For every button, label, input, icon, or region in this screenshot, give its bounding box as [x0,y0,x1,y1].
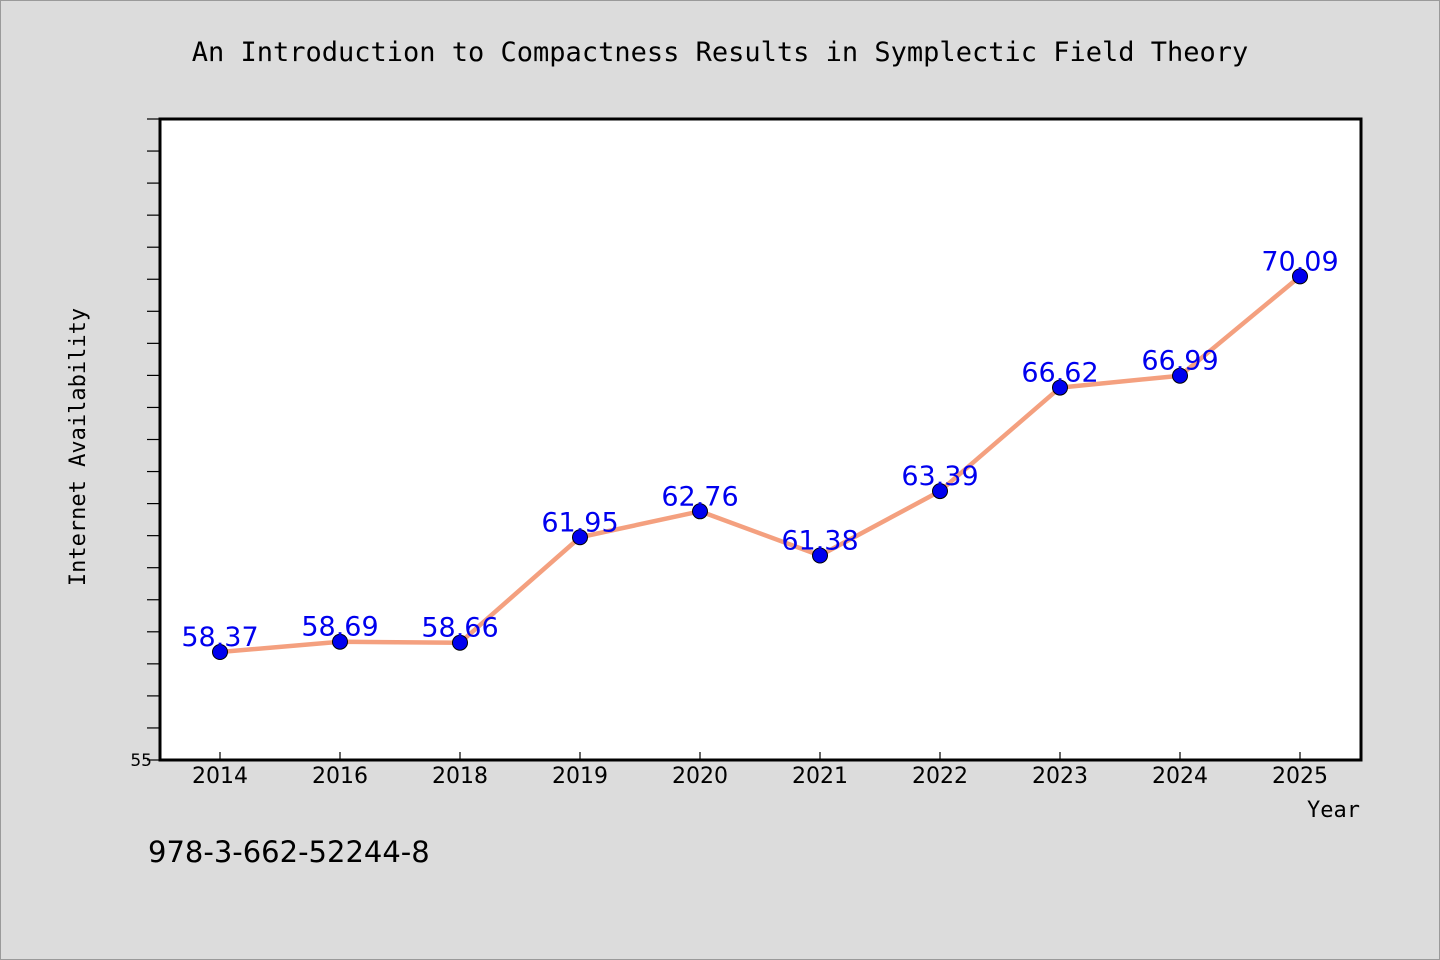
data-point [212,643,228,660]
x-tick-label: 2025 [1272,764,1328,789]
series-markers [212,268,1308,660]
data-label: 66.99 [1141,346,1218,377]
y-tick-label: 55 [130,751,152,771]
data-labels: 58.37 58.69 58.66 61.95 62.76 61.38 63.39 66.62… [181,246,1338,653]
data-label: 66.62 [1021,358,1098,389]
data-point [452,634,468,651]
plot-area [158,117,1363,762]
chart-title: An Introduction to Compactness Results i… [192,37,1249,68]
data-label: 58.37 [181,622,258,653]
isbn-text: 978-3-662-52244-8 [148,835,430,869]
x-tick-label: 2021 [792,764,848,789]
data-label: 61.95 [541,507,618,538]
x-tick-label: 2014 [192,764,248,789]
data-point [932,483,948,500]
data-label: 61.38 [781,526,858,557]
data-label: 70.09 [1261,246,1338,277]
data-point [692,503,708,520]
x-axis-label: Year [1307,798,1360,823]
data-point [1292,268,1308,285]
data-label: 58.66 [421,613,498,644]
series-line [217,274,1303,655]
data-point [1052,379,1068,396]
data-label: 63.39 [901,461,978,492]
series-line-group [217,274,1303,655]
data-point [812,547,828,564]
y-axis-ticks: 55 [130,118,160,771]
x-tick-label: 2018 [432,764,488,789]
y-axis-label: Internet Availability [66,308,91,586]
x-tick-label: 2024 [1152,764,1208,789]
x-axis-ticks: 2014 2016 2018 2019 2020 2021 2022 2023 2024 2025 [192,752,1328,789]
x-tick-label: 2020 [672,764,728,789]
x-tick-label: 2019 [552,764,608,789]
x-tick-label: 2022 [912,764,968,789]
x-tick-label: 2016 [312,764,368,789]
data-label: 62.76 [661,481,738,512]
data-point [332,633,348,650]
data-point [1172,367,1188,384]
x-tick-label: 2023 [1032,764,1088,789]
data-label: 58.69 [301,612,378,643]
data-point [572,529,588,546]
